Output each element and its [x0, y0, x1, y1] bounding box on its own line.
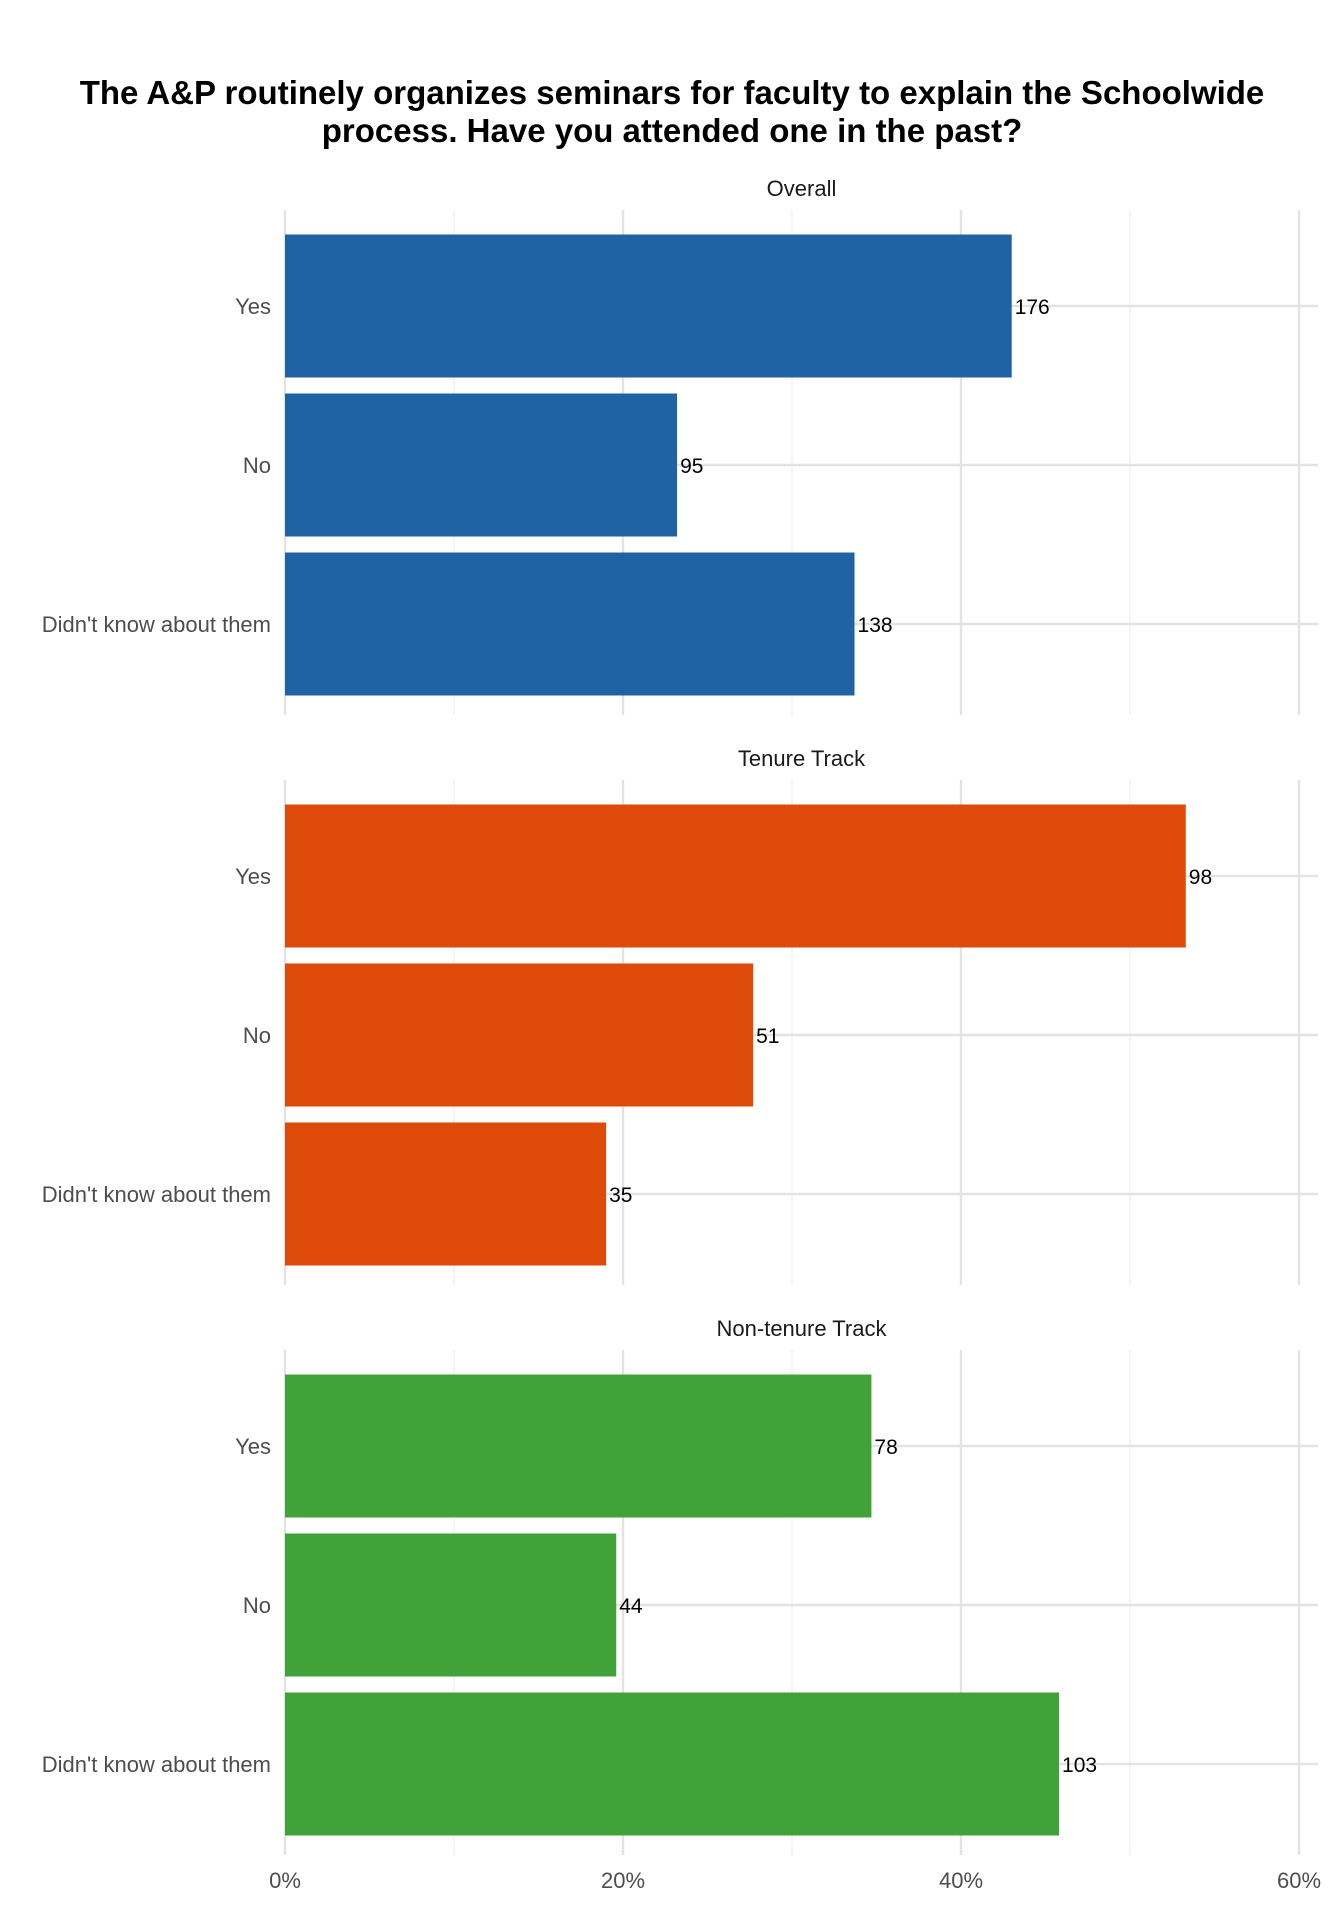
bar: [285, 1692, 1060, 1836]
bar: [285, 1533, 617, 1677]
chart-title-line: process. Have you attended one in the pa…: [322, 112, 1023, 149]
bar: [285, 393, 678, 537]
facet-label: Tenure Track: [738, 746, 866, 771]
x-tick-label: 60%: [1277, 1868, 1321, 1893]
category-label: No: [243, 1593, 271, 1618]
data-label: 98: [1189, 866, 1212, 889]
data-label: 176: [1015, 296, 1050, 319]
x-tick-label: 40%: [939, 1868, 983, 1893]
category-label: Yes: [235, 294, 271, 319]
data-label: 51: [756, 1025, 779, 1048]
x-axis: 0% 20% 40% 60%: [269, 1868, 1321, 1893]
facet-panel: Tenure Track Yes 98 No 51 Didn't know about t…: [42, 746, 1318, 1285]
bar: [285, 804, 1186, 948]
bar: [285, 963, 754, 1107]
data-label: 44: [619, 1595, 643, 1618]
facet-label: Non-tenure Track: [717, 1316, 888, 1341]
data-label: 78: [874, 1436, 897, 1459]
category-label: Didn't know about them: [42, 1752, 271, 1777]
bar: [285, 1374, 872, 1518]
bar: [285, 234, 1012, 378]
facet-panel: Overall Yes 176 No 95 Didn't know about them 1…: [42, 176, 1318, 715]
data-label: 103: [1062, 1754, 1097, 1777]
category-label: Didn't know about them: [42, 1182, 271, 1207]
data-label: 35: [609, 1184, 632, 1207]
category-label: Yes: [235, 864, 271, 889]
x-tick-label: 0%: [269, 1868, 301, 1893]
facet-panel: Non-tenure Track Yes 78 No 44 Didn't know abo…: [42, 1316, 1318, 1855]
category-label: Didn't know about them: [42, 612, 271, 637]
category-label: No: [243, 453, 271, 478]
data-label: 95: [680, 455, 703, 478]
x-tick-label: 20%: [601, 1868, 645, 1893]
facet-label: Overall: [767, 176, 837, 201]
bar: [285, 552, 855, 696]
category-label: No: [243, 1023, 271, 1048]
chart-title-line: The A&P routinely organizes seminars for…: [80, 74, 1265, 111]
bar: [285, 1122, 607, 1266]
chart-title: The A&P routinely organizes seminars for…: [80, 74, 1265, 149]
category-label: Yes: [235, 1434, 271, 1459]
data-label: 138: [858, 614, 893, 637]
plot-area: Overall Yes 176 No 95 Didn't know about them 1…: [42, 176, 1318, 1855]
